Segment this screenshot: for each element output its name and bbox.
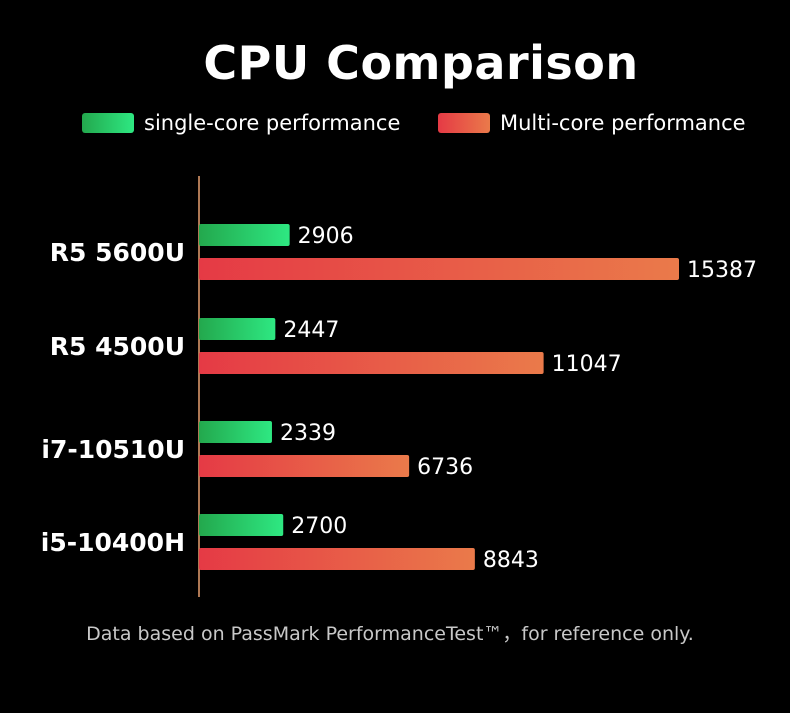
bar-multi-core [199,258,679,280]
bar-multi-core [199,352,544,374]
bar-single-core [199,514,284,536]
legend-swatch-single-core [82,113,134,133]
bar-multi-core [199,455,410,477]
legend-label-multi-core: Multi-core performance [500,111,746,135]
legend-swatch-multi-core [438,113,490,133]
data-label-single-core: 2906 [298,224,354,249]
legend-item-multi-core: Multi-core performance [438,110,746,136]
data-label-multi-core: 8843 [483,548,539,573]
data-label-single-core: 2339 [280,421,336,446]
data-label-single-core: 2447 [283,318,339,343]
bar-single-core [199,318,276,340]
category-label: i5-10400H [41,528,185,557]
data-label-multi-core: 6736 [417,455,473,480]
legend-label-single-core: single-core performance [144,111,401,135]
data-label-multi-core: 11047 [552,352,622,377]
data-label-multi-core: 15387 [687,258,757,283]
bar-single-core [199,224,290,246]
bar-multi-core [199,548,475,570]
bar-single-core [199,421,272,443]
chart-title: CPU Comparison [203,36,639,90]
category-label: R5 4500U [50,332,185,361]
category-label: R5 5600U [50,238,185,267]
category-label: i7-10510U [41,435,185,464]
legend-item-single-core: single-core performance [82,110,400,136]
data-label-single-core: 2700 [291,514,347,539]
footnote: Data based on PassMark PerformanceTest™，… [86,623,694,645]
